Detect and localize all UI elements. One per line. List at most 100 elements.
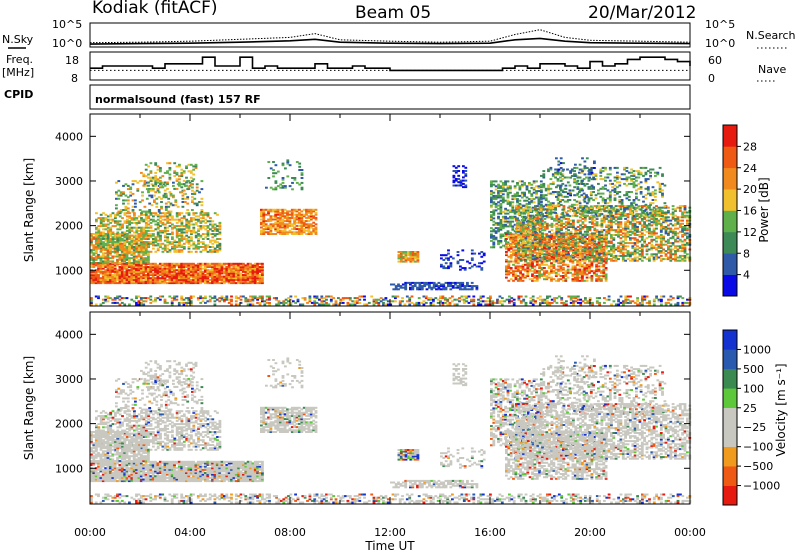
power-cell — [249, 280, 252, 283]
power-cell — [118, 262, 122, 264]
power-cell — [595, 248, 599, 251]
power-cell — [523, 183, 526, 186]
power-cell — [136, 189, 140, 192]
power-cell — [516, 267, 520, 269]
power-cell — [576, 262, 579, 265]
power-cell — [128, 252, 131, 255]
power-cell — [564, 256, 568, 259]
power-cell — [94, 282, 98, 285]
power-cell — [159, 212, 162, 215]
power-cell — [512, 254, 515, 257]
power-cell — [600, 262, 603, 265]
power-cell — [526, 273, 530, 276]
power-cell — [194, 163, 198, 166]
power-cell — [163, 223, 167, 226]
power-cell — [619, 248, 623, 251]
power-cell — [161, 269, 165, 272]
power-cell — [581, 265, 584, 268]
power-cell — [409, 286, 412, 289]
power-cell — [173, 267, 176, 270]
power-cell — [111, 218, 115, 221]
power-cell — [614, 230, 618, 233]
power-cell — [562, 206, 566, 209]
power-cell — [113, 237, 117, 240]
power-cell — [121, 223, 124, 226]
power-cell — [595, 214, 599, 217]
power-cell — [569, 268, 572, 271]
power-cell — [543, 238, 547, 241]
power-cell — [97, 247, 101, 250]
power-cell — [276, 216, 280, 219]
power-cell — [163, 215, 167, 218]
power-cell — [125, 282, 129, 285]
power-cell — [242, 262, 245, 265]
power-cell — [439, 288, 443, 291]
power-cell — [211, 226, 215, 229]
power-cell — [97, 278, 100, 281]
power-cell — [181, 201, 185, 203]
power-cell — [94, 277, 98, 280]
power-cell — [607, 250, 611, 253]
power-cell — [526, 234, 530, 236]
power-cell — [117, 210, 121, 213]
power-cell — [555, 251, 559, 254]
power-cell — [293, 216, 296, 219]
power-cell — [262, 213, 266, 216]
power-cell — [137, 249, 141, 252]
power-cell — [137, 244, 141, 247]
power-cell — [133, 215, 136, 218]
power-cell — [499, 235, 503, 238]
power-cell — [531, 267, 534, 269]
power-cell — [541, 256, 544, 259]
power-cell — [261, 274, 264, 276]
power-cell — [612, 243, 616, 246]
power-cell — [501, 220, 505, 223]
power-cell — [530, 199, 534, 202]
power-cell — [274, 172, 278, 175]
power-cell — [125, 236, 129, 239]
power-cell — [251, 269, 255, 272]
power-cell — [506, 202, 510, 205]
power-cell — [286, 215, 289, 218]
power-cell — [293, 221, 296, 224]
power-cell — [579, 230, 582, 233]
power-cell — [543, 250, 547, 253]
power-cell — [111, 239, 115, 242]
power-cell — [509, 185, 512, 188]
power-cell — [588, 226, 592, 228]
power-cell — [242, 269, 245, 272]
power-cell — [557, 224, 561, 227]
power-cell — [279, 229, 282, 232]
power-cell — [543, 233, 546, 236]
power-cell — [149, 171, 153, 174]
power-cell — [173, 264, 176, 267]
power-cell — [141, 210, 144, 213]
power-cell — [490, 215, 493, 218]
power-cell — [461, 259, 465, 261]
power-cell — [302, 221, 306, 224]
power-cell — [109, 234, 113, 237]
power-cell — [135, 260, 138, 263]
power-cell — [519, 224, 523, 227]
power-cell — [171, 242, 174, 245]
power-cell — [147, 272, 150, 275]
power-cell — [113, 270, 117, 273]
power-cell — [536, 248, 540, 251]
power-cell — [535, 211, 538, 213]
power-cell — [189, 282, 193, 285]
power-cell — [497, 183, 500, 186]
power-cell — [185, 176, 188, 179]
power-cell — [163, 212, 167, 215]
power-cell — [458, 288, 462, 291]
power-cell — [168, 249, 172, 252]
power-cell — [286, 213, 289, 216]
power-cell — [513, 185, 517, 188]
power-cell — [180, 191, 184, 194]
power-cell — [170, 278, 174, 281]
power-cell — [262, 221, 266, 224]
power-cell — [494, 238, 498, 241]
power-cell — [619, 246, 623, 249]
power-cell — [251, 280, 255, 283]
power-cell — [177, 269, 181, 272]
power-cell — [447, 265, 450, 268]
